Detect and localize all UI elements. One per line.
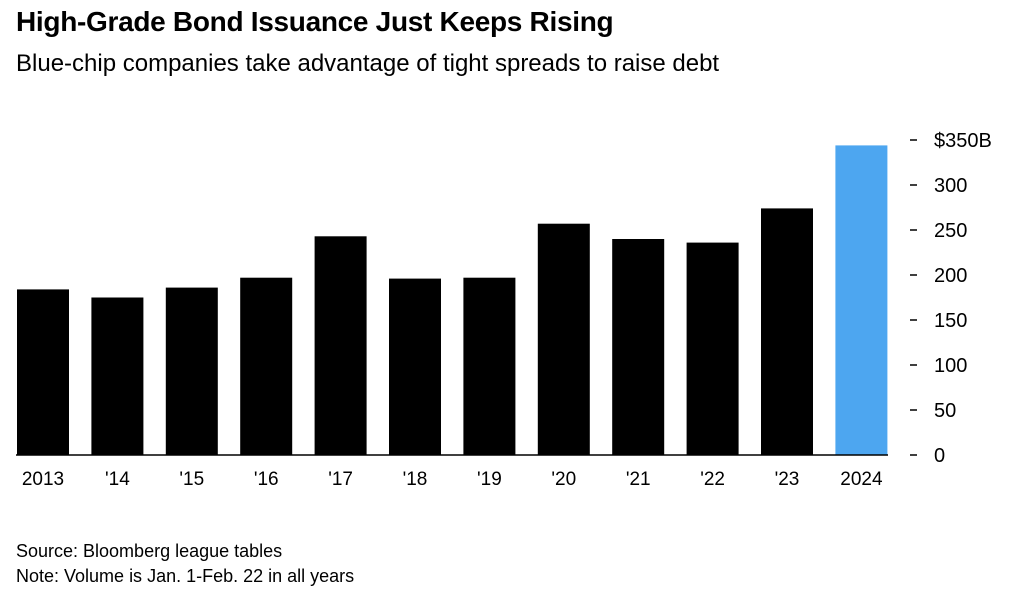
x-tick-label: '15	[179, 469, 204, 490]
x-tick-label: '18	[403, 469, 428, 490]
bar-19	[463, 277, 516, 455]
bar-2024	[835, 145, 888, 455]
bar-15	[165, 287, 218, 455]
bar-21	[612, 239, 665, 455]
source-note: Source: Bloomberg league tables	[16, 541, 283, 561]
x-tick-label: '19	[477, 469, 502, 490]
x-tick-label: 2024	[840, 469, 883, 490]
y-tick-label: 200	[934, 265, 967, 287]
bar-2013	[17, 289, 69, 455]
bar-14	[91, 297, 144, 455]
x-tick-label: 2013	[22, 469, 64, 490]
bar-17	[314, 236, 367, 455]
x-tick-label: '20	[551, 469, 576, 490]
y-tick-label: 100	[934, 355, 967, 377]
y-tick-label: 300	[934, 175, 967, 197]
y-tick-label: 250	[934, 220, 967, 242]
x-tick-label: '22	[700, 469, 725, 490]
x-tick-label: '23	[775, 469, 800, 490]
chart-title: High-Grade Bond Issuance Just Keeps Risi…	[16, 6, 614, 37]
footnote: Note: Volume is Jan. 1-Feb. 22 in all ye…	[16, 566, 355, 586]
y-tick-label: $350B	[934, 130, 992, 152]
x-tick-label: '14	[105, 469, 130, 490]
y-tick-label: 150	[934, 310, 967, 332]
y-tick-label: 50	[934, 400, 956, 422]
bar-20	[537, 223, 590, 455]
bar-16	[240, 277, 293, 455]
bar-23	[761, 208, 813, 455]
bar-18	[389, 278, 441, 455]
y-tick-label: 0	[934, 445, 945, 467]
chart-subtitle: Blue-chip companies take advantage of ti…	[16, 50, 720, 77]
bar-22	[686, 242, 739, 455]
x-tick-label: '16	[254, 469, 279, 490]
x-tick-label: '21	[626, 469, 651, 490]
x-tick-label: '17	[328, 469, 353, 490]
